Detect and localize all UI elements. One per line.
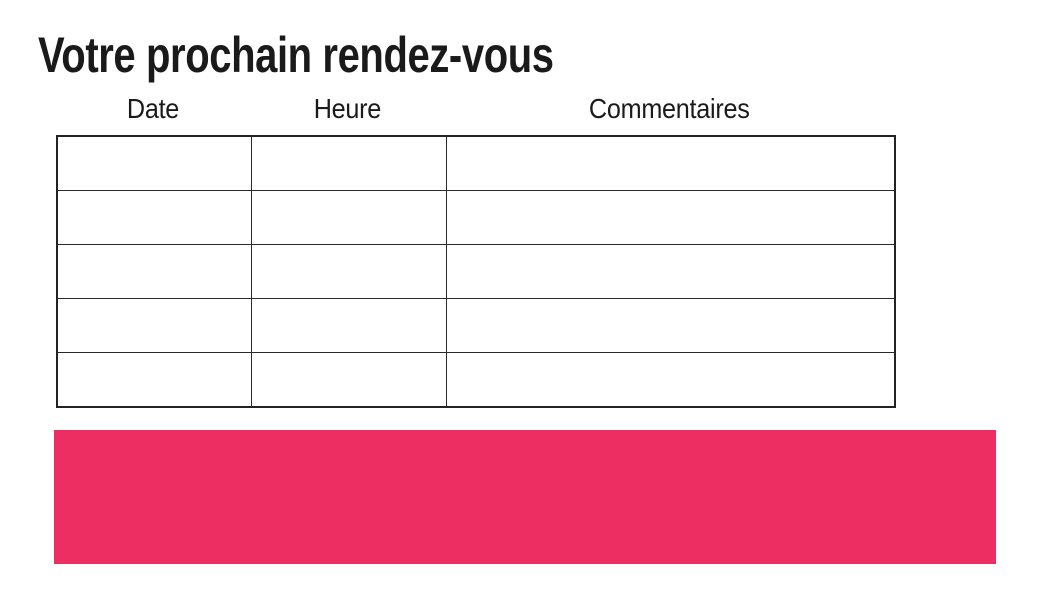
cell-heure[interactable]	[250, 298, 447, 353]
column-header-commentaires: Commentaires	[589, 93, 750, 124]
cell-heure[interactable]	[250, 244, 447, 299]
page-title: Votre prochain rendez-vous	[38, 27, 554, 83]
table-row	[56, 244, 896, 299]
cell-commentaires[interactable]	[445, 352, 896, 408]
cell-heure[interactable]	[250, 135, 447, 191]
accent-band	[54, 430, 996, 564]
table-row	[56, 135, 896, 191]
table-row	[56, 352, 896, 408]
cell-date[interactable]	[56, 298, 252, 353]
cell-date[interactable]	[56, 135, 252, 191]
cell-heure[interactable]	[250, 352, 447, 408]
appointments-table	[56, 135, 896, 408]
column-header-date: Date	[126, 93, 180, 124]
column-header-heure: Heure	[313, 93, 382, 124]
table-row	[56, 190, 896, 245]
cell-commentaires[interactable]	[445, 135, 896, 191]
cell-commentaires[interactable]	[445, 298, 896, 353]
cell-date[interactable]	[56, 190, 252, 245]
table-header-row: Date Heure Commentaires	[56, 94, 894, 124]
cell-commentaires[interactable]	[445, 244, 896, 299]
cell-date[interactable]	[56, 352, 252, 408]
cell-commentaires[interactable]	[445, 190, 896, 245]
table-row	[56, 298, 896, 353]
cell-date[interactable]	[56, 244, 252, 299]
cell-heure[interactable]	[250, 190, 447, 245]
